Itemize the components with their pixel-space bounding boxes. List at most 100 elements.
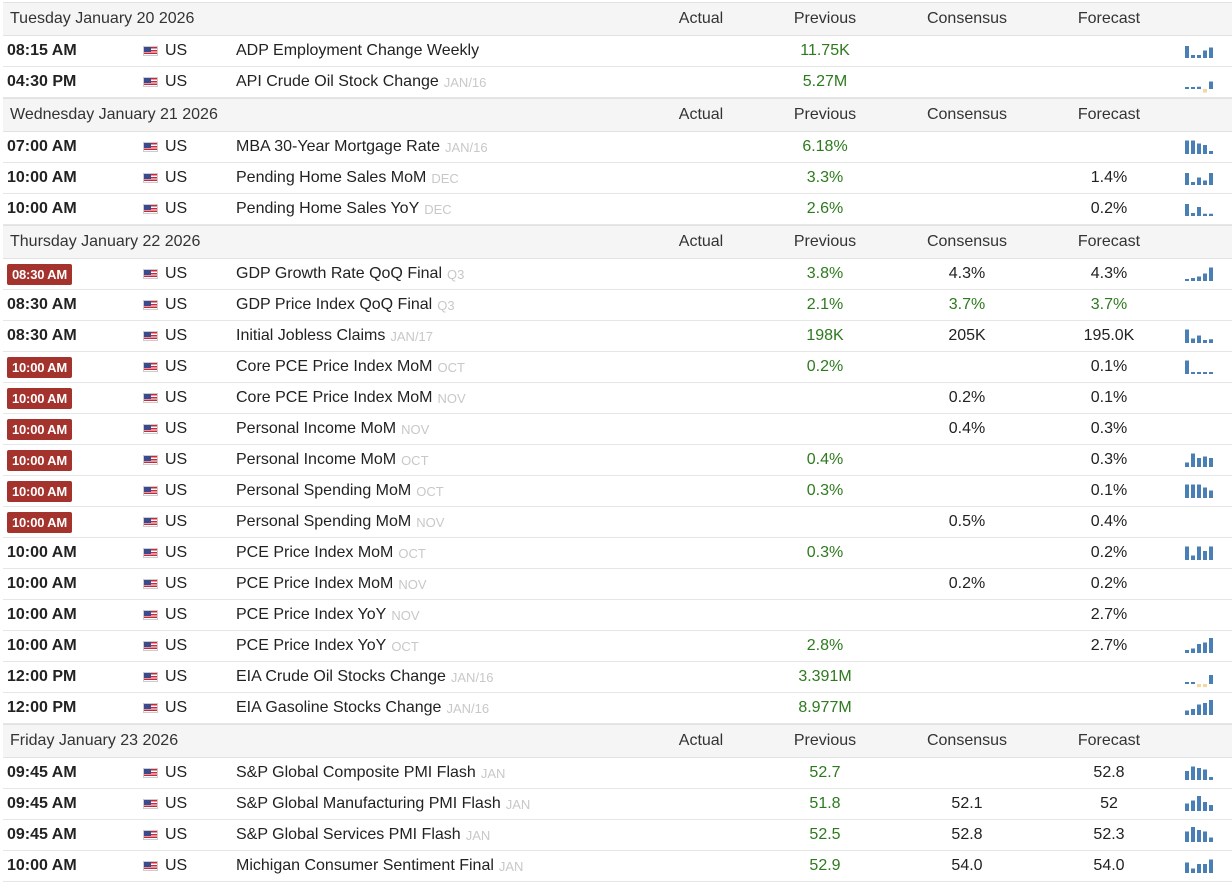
sparkline-chart[interactable]: [1183, 662, 1213, 693]
event-name-text[interactable]: ADP Employment Change Weekly: [236, 42, 480, 59]
event-country[interactable]: US: [165, 73, 188, 90]
sparkline-chart[interactable]: [1183, 851, 1213, 882]
event-name-text[interactable]: EIA Crude Oil Stocks Change: [236, 668, 446, 685]
column-header-forecast[interactable]: Forecast: [1077, 10, 1141, 27]
event-name[interactable]: ADP Employment Change Weekly: [236, 36, 479, 66]
column-header-actual[interactable]: Actual: [678, 10, 724, 27]
column-header-previous[interactable]: Previous: [793, 106, 857, 123]
event-row[interactable]: 09:45 AM US S&P Global Manufacturing PMI F…: [3, 789, 1232, 820]
event-name-text[interactable]: GDP Price Index QoQ Final: [236, 296, 433, 313]
event-name[interactable]: Core PCE Price Index MoM OCT: [236, 352, 465, 382]
event-forecast[interactable]: [1054, 693, 1164, 723]
column-header-previous[interactable]: Previous: [793, 233, 857, 250]
column-header-forecast[interactable]: Forecast: [1077, 732, 1141, 749]
column-header-forecast[interactable]: Forecast: [1077, 233, 1141, 250]
event-country[interactable]: US: [165, 544, 188, 561]
event-country[interactable]: US: [165, 358, 188, 375]
event-row[interactable]: 09:45 AM US S&P Global Composite PMI Flash…: [3, 758, 1232, 789]
event-row[interactable]: 10:00 AM US Pending Home Sales YoY DEC 2.6% 0…: [3, 194, 1232, 225]
event-row[interactable]: 10:00 AM US PCE Price Index MoM OCT 0.3% 0.2%: [3, 538, 1232, 569]
event-name-text[interactable]: GDP Growth Rate QoQ Final: [236, 265, 442, 282]
event-name[interactable]: EIA Gasoline Stocks Change JAN/16: [236, 693, 489, 723]
sparkline-chart[interactable]: [1183, 820, 1213, 851]
event-row[interactable]: 10:00 AM US Core PCE Price Index MoM NOV 0.2…: [3, 383, 1232, 414]
event-forecast[interactable]: 0.1%: [1090, 389, 1128, 406]
event-row[interactable]: 10:00 AM US Michigan Consumer Sentiment Fi…: [3, 851, 1232, 882]
event-country[interactable]: US: [165, 296, 188, 313]
column-header-forecast[interactable]: Forecast: [1077, 106, 1141, 123]
event-name[interactable]: Core PCE Price Index MoM NOV: [236, 383, 466, 413]
event-forecast[interactable]: 0.2%: [1090, 544, 1128, 561]
event-sparkline[interactable]: [1183, 662, 1213, 692]
event-row[interactable]: 10:00 AM US PCE Price Index YoY OCT 2.8% 2.7%: [3, 631, 1232, 662]
event-name[interactable]: S&P Global Services PMI Flash JAN: [236, 820, 490, 850]
sparkline-chart[interactable]: [1183, 631, 1213, 662]
sparkline-chart[interactable]: [1183, 67, 1213, 98]
event-name[interactable]: Pending Home Sales MoM DEC: [236, 163, 459, 193]
event-sparkline[interactable]: [1183, 789, 1213, 819]
event-row[interactable]: 12:00 PM US EIA Crude Oil Stocks Change JAN…: [3, 662, 1232, 693]
event-name[interactable]: PCE Price Index MoM OCT: [236, 538, 426, 568]
event-name[interactable]: MBA 30-Year Mortgage Rate JAN/16: [236, 132, 488, 162]
event-country[interactable]: US: [165, 513, 188, 530]
event-country[interactable]: US: [165, 606, 188, 623]
event-row[interactable]: 10:00 AM US Personal Spending MoM OCT 0.3% 0.…: [3, 476, 1232, 507]
event-sparkline[interactable]: [1183, 476, 1213, 506]
event-name-text[interactable]: Personal Spending MoM: [236, 513, 412, 530]
sparkline-chart[interactable]: [1183, 259, 1213, 290]
event-forecast[interactable]: 1.4%: [1090, 169, 1128, 186]
event-sparkline[interactable]: [1183, 321, 1213, 351]
sparkline-chart[interactable]: [1183, 163, 1213, 194]
column-header-consensus[interactable]: Consensus: [926, 10, 1008, 27]
event-name-text[interactable]: Michigan Consumer Sentiment Final: [236, 857, 494, 874]
event-sparkline[interactable]: [1183, 758, 1213, 788]
event-country[interactable]: US: [165, 42, 188, 59]
event-name-text[interactable]: Pending Home Sales MoM: [236, 169, 427, 186]
event-name-text[interactable]: Initial Jobless Claims: [236, 327, 386, 344]
event-forecast[interactable]: 3.7%: [1090, 296, 1128, 313]
event-forecast[interactable]: 0.2%: [1090, 200, 1128, 217]
event-name-text[interactable]: PCE Price Index MoM: [236, 544, 394, 561]
sparkline-chart[interactable]: [1183, 36, 1213, 67]
event-row[interactable]: 12:00 PM US EIA Gasoline Stocks Change JAN/…: [3, 693, 1232, 724]
event-name[interactable]: S&P Global Manufacturing PMI Flash JAN: [236, 789, 530, 819]
event-sparkline[interactable]: [1183, 820, 1213, 850]
event-sparkline[interactable]: [1183, 194, 1213, 224]
sparkline-chart[interactable]: [1183, 194, 1213, 225]
event-forecast[interactable]: 0.3%: [1090, 451, 1128, 468]
event-name-text[interactable]: Personal Income MoM: [236, 451, 397, 468]
event-name-text[interactable]: S&P Global Composite PMI Flash: [236, 764, 476, 781]
event-name-text[interactable]: Personal Income MoM: [236, 420, 397, 437]
event-name[interactable]: GDP Growth Rate QoQ Final Q3: [236, 259, 464, 289]
column-header-previous[interactable]: Previous: [793, 732, 857, 749]
event-country[interactable]: US: [165, 637, 188, 654]
event-name-text[interactable]: S&P Global Manufacturing PMI Flash: [236, 795, 501, 812]
sparkline-chart[interactable]: [1183, 789, 1213, 820]
sparkline-chart[interactable]: [1183, 321, 1213, 352]
event-country[interactable]: US: [165, 575, 188, 592]
event-country[interactable]: US: [165, 482, 188, 499]
sparkline-chart[interactable]: [1183, 352, 1213, 383]
event-name[interactable]: GDP Price Index QoQ Final Q3: [236, 290, 455, 320]
event-row[interactable]: 10:00 AM US Personal Spending MoM NOV 0.5% 0.…: [3, 507, 1232, 538]
event-country[interactable]: US: [165, 699, 188, 716]
event-sparkline[interactable]: [1183, 132, 1213, 162]
event-sparkline[interactable]: [1183, 631, 1213, 661]
event-row[interactable]: 09:45 AM US S&P Global Services PMI Flash J…: [3, 820, 1232, 851]
event-country[interactable]: US: [165, 389, 188, 406]
event-name-text[interactable]: API Crude Oil Stock Change: [236, 73, 439, 90]
event-name-text[interactable]: PCE Price Index MoM: [236, 575, 394, 592]
event-row[interactable]: 08:30 AM US GDP Growth Rate QoQ Final Q3 3.8…: [3, 259, 1232, 290]
event-name-text[interactable]: Personal Spending MoM: [236, 482, 412, 499]
event-row[interactable]: 10:00 AM US Core PCE Price Index MoM OCT 0.2…: [3, 352, 1232, 383]
event-country[interactable]: US: [165, 138, 188, 155]
event-country[interactable]: US: [165, 668, 188, 685]
event-name-text[interactable]: EIA Gasoline Stocks Change: [236, 699, 442, 716]
event-country[interactable]: US: [165, 200, 188, 217]
sparkline-chart[interactable]: [1183, 445, 1213, 476]
event-row[interactable]: 04:30 PM US API Crude Oil Stock Change JAN/…: [3, 67, 1232, 98]
event-country[interactable]: US: [165, 327, 188, 344]
event-name[interactable]: S&P Global Composite PMI Flash JAN: [236, 758, 505, 788]
event-forecast[interactable]: 52.8: [1093, 764, 1125, 781]
event-name-text[interactable]: MBA 30-Year Mortgage Rate: [236, 138, 440, 155]
